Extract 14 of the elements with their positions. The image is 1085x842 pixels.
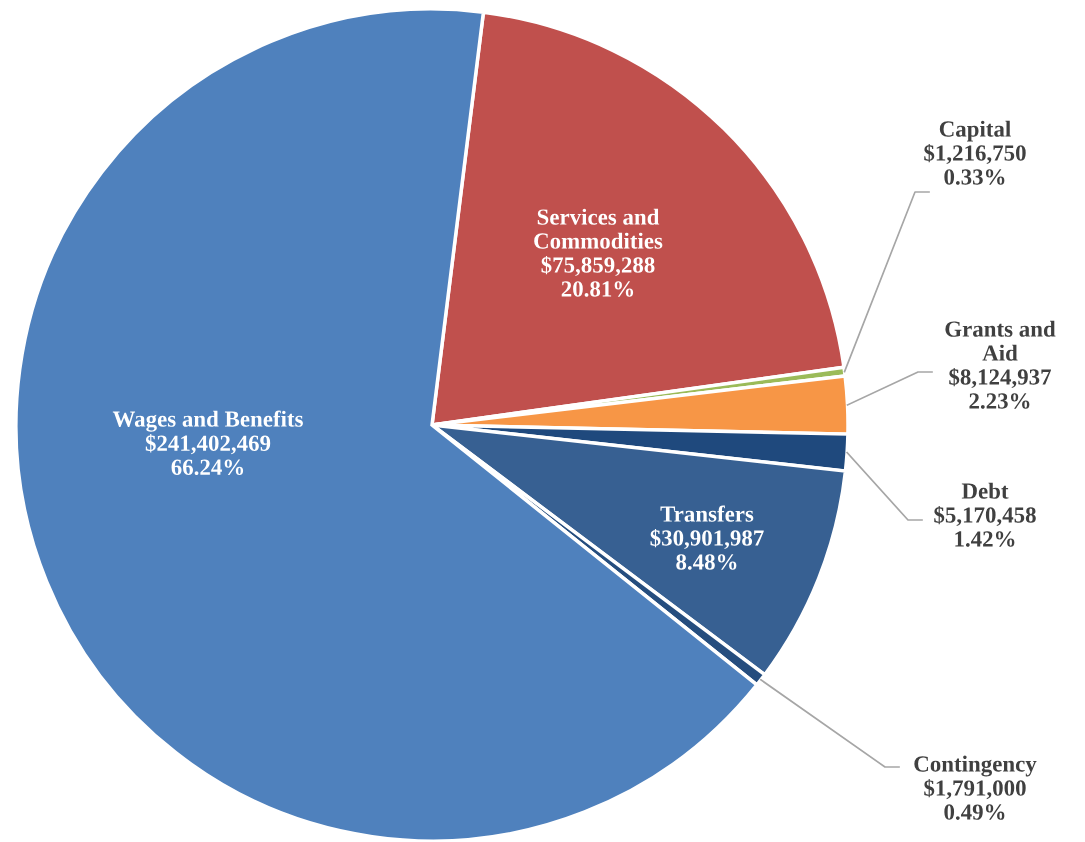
data-label: $1,216,750 0.33% [924,143,1026,185]
data-label: $8,124,937 2.23% [949,367,1051,409]
data-label: $241,402,469 66.24% [145,434,271,476]
data-label: $1,791,000 0.49% [924,779,1026,820]
slice-label: Capital [939,120,1011,142]
data-label: $75,859,288 20.81% [541,255,655,297]
data-label: $30,901,987 8.48% [650,528,764,570]
data-label: $5,170,458 1.42% [934,505,1036,547]
slice-label: Debt [961,482,1009,499]
slice-label: Wages and Benefits [112,410,303,432]
slice-label: Contingency [914,755,1037,777]
slice-label: Transfers [660,505,754,522]
slice-label: Grants and Aid [945,320,1056,361]
slice-label: Services and Commodities [534,208,663,249]
